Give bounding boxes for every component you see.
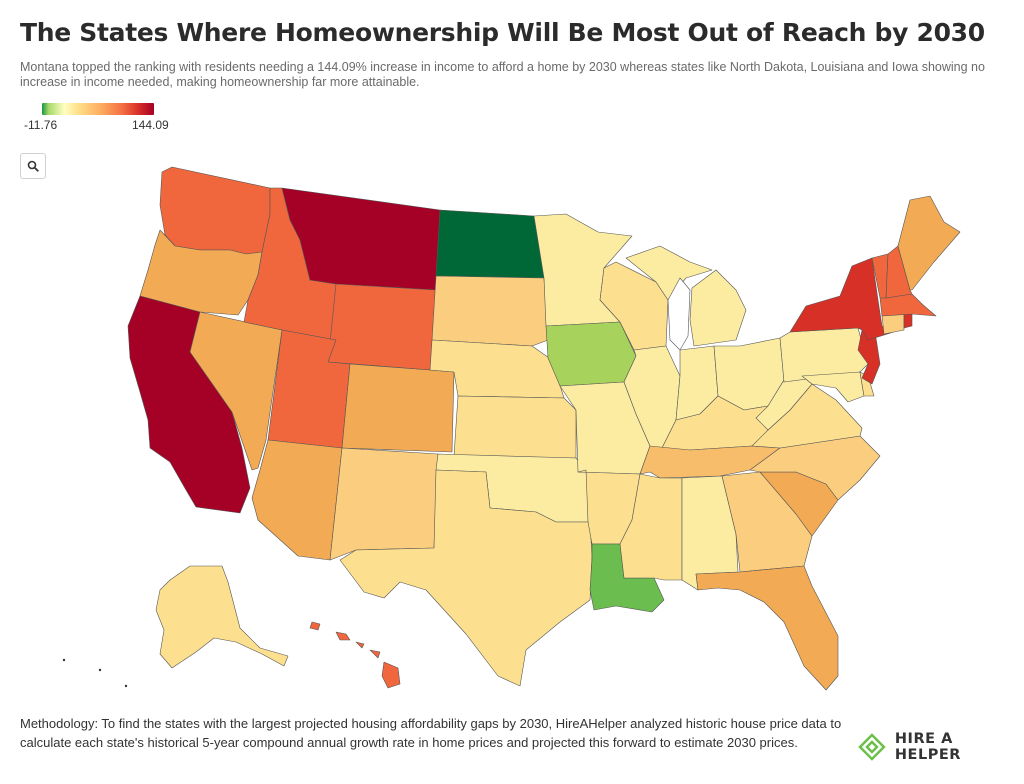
- state-hawaii[interactable]: [309, 621, 401, 689]
- legend-max-label: 144.09: [132, 118, 169, 132]
- state-nevada[interactable]: [189, 311, 283, 471]
- state-kansas[interactable]: [453, 395, 577, 459]
- state-north-dakota[interactable]: [435, 209, 545, 279]
- legend-min-label: -11.76: [24, 118, 58, 132]
- hire-a-helper-logo-icon: [858, 733, 886, 761]
- legend-gradient-bar: [42, 103, 154, 115]
- state-new-york[interactable]: [789, 257, 901, 341]
- state-wyoming[interactable]: [327, 283, 437, 371]
- state-washington[interactable]: [159, 166, 271, 255]
- state-florida[interactable]: [695, 565, 839, 691]
- chart-subtitle: Montana topped the ranking with resident…: [20, 60, 985, 89]
- lake-michigan: [667, 277, 691, 351]
- state-new-hampshire[interactable]: [885, 245, 913, 299]
- state-south-dakota[interactable]: [431, 275, 549, 347]
- brand-name: HIRE A HELPER: [894, 731, 961, 763]
- state-maine[interactable]: [897, 195, 961, 291]
- state-new-jersey[interactable]: [857, 329, 881, 385]
- color-legend: -11.76 144.09: [24, 103, 169, 132]
- chart-title: The States Where Homeownership Will Be M…: [20, 18, 985, 47]
- state-alaska[interactable]: [155, 565, 289, 669]
- state-new-mexico[interactable]: [329, 447, 439, 561]
- state-michigan[interactable]: [625, 245, 747, 347]
- brand-logo: HIRE A HELPER: [858, 731, 1024, 763]
- state-north-carolina[interactable]: [749, 435, 881, 501]
- methodology-note: Methodology: To find the states with the…: [20, 716, 842, 750]
- state-colorado[interactable]: [341, 363, 455, 453]
- alaska-island-dot: [62, 658, 66, 662]
- state-mississippi[interactable]: [619, 473, 683, 581]
- magnifier-icon: [27, 160, 39, 172]
- alaska-island-dot: [98, 668, 102, 672]
- search-button[interactable]: [20, 153, 46, 179]
- state-texas[interactable]: [339, 469, 593, 687]
- state-iowa[interactable]: [545, 321, 637, 387]
- state-arizona[interactable]: [251, 439, 343, 561]
- alaska-island-dot: [124, 684, 128, 688]
